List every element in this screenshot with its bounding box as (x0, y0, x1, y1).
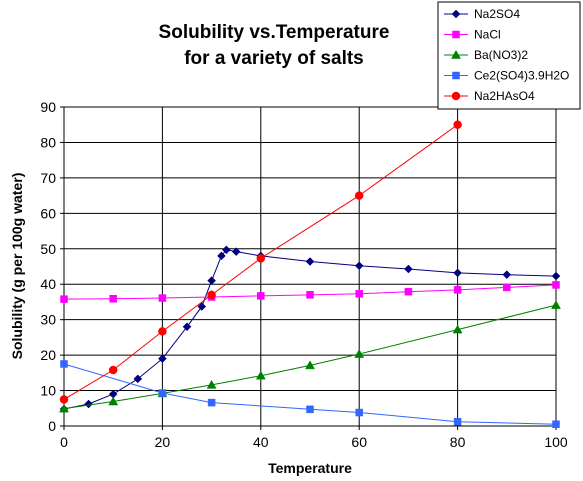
data-point (59, 403, 69, 413)
legend-marker (451, 91, 461, 101)
chart-title-line-2: for a variety of salts (184, 48, 364, 69)
chart-title-line-1: Solubility vs.Temperature (159, 22, 390, 43)
data-point (551, 300, 561, 309)
series-3 (60, 360, 560, 428)
data-point (552, 281, 560, 289)
data-point (354, 261, 364, 271)
tick-labels: 0 10 20 30 40 50 60 70 80 90 0 20 40 60 80 100 (40, 99, 567, 450)
y-tick-label: 80 (40, 134, 56, 150)
data-point (182, 322, 192, 332)
legend-item: Na2SO4 (444, 7, 520, 21)
series-2 (59, 300, 561, 413)
series-line (63, 249, 557, 410)
legend-marker (451, 49, 461, 59)
legend-item: Na2HAsO4 (444, 89, 535, 103)
y-axis-title: Solubility (g per 100g water) (9, 173, 25, 360)
legend-item: NaCl (444, 28, 501, 42)
y-tick-label: 30 (40, 312, 56, 328)
series-1 (60, 281, 560, 303)
data-point (207, 398, 216, 407)
data-point (158, 294, 167, 302)
series-group (59, 120, 561, 428)
data-point (108, 365, 118, 375)
data-point (109, 295, 117, 303)
data-point (197, 302, 207, 311)
data-point (453, 120, 462, 129)
data-point (231, 247, 241, 256)
legend-label: Ce2(SO4)3.9H2O (474, 69, 569, 83)
y-tick-label: 60 (40, 205, 56, 221)
data-point (354, 349, 365, 358)
data-point (257, 292, 265, 300)
y-tick-label: 50 (40, 241, 56, 257)
data-point (355, 290, 363, 298)
y-tick-label: 10 (40, 383, 56, 399)
data-point (255, 370, 266, 380)
data-point (306, 291, 314, 299)
legend-marker (452, 30, 460, 39)
data-point (404, 287, 413, 296)
data-point (108, 396, 119, 406)
data-point (158, 389, 167, 397)
axes (60, 106, 557, 430)
x-tick-label: 20 (155, 434, 171, 450)
data-point (453, 268, 462, 278)
legend-label: Na2HAsO4 (474, 89, 535, 103)
data-point (305, 257, 315, 266)
data-point (207, 276, 216, 286)
data-point (256, 254, 266, 263)
data-point (158, 327, 167, 336)
data-point (552, 420, 560, 428)
data-point (158, 354, 167, 364)
y-tick-label: 40 (40, 276, 56, 292)
legend-label: Ba(NO3)2 (474, 48, 528, 62)
data-point (452, 324, 463, 334)
legend-label: NaCl (474, 28, 501, 42)
data-point (60, 360, 68, 368)
legend-item: Ce2(SO4)3.9H2O (444, 69, 569, 83)
x-axis-title: Temperature (268, 460, 352, 476)
data-point (551, 271, 561, 281)
data-point (305, 360, 315, 370)
data-point (60, 295, 68, 303)
x-tick-label: 80 (450, 434, 466, 450)
y-tick-label: 0 (48, 418, 56, 434)
x-tick-label: 60 (351, 434, 367, 450)
series-4 (59, 120, 462, 404)
data-point (133, 374, 143, 384)
x-tick-label: 100 (544, 434, 568, 450)
data-point (453, 417, 462, 426)
data-point (503, 283, 511, 292)
y-tick-label: 90 (40, 99, 56, 115)
plot-frame (63, 106, 557, 427)
legend-marker (452, 71, 460, 80)
data-point (502, 270, 512, 280)
data-point (84, 399, 93, 409)
y-tick-label: 70 (40, 170, 56, 186)
y-tick-label: 20 (40, 347, 56, 363)
x-tick-label: 40 (253, 434, 269, 450)
legend-box (437, 1, 581, 110)
legend: Na2SO4 NaCl Ba(NO3)2 Ce2(SO4)3.9H2O Na2HAsO4 (437, 1, 581, 110)
data-point (354, 191, 364, 200)
data-point (404, 264, 413, 274)
plot-background (64, 107, 556, 426)
data-point (306, 405, 314, 414)
legend-label: Na2SO4 (474, 7, 520, 21)
legend-item: Ba(NO3)2 (444, 48, 528, 62)
legend-marker (451, 9, 461, 19)
data-point (355, 408, 363, 417)
x-tick-label: 0 (60, 434, 68, 450)
data-point (206, 379, 217, 389)
data-point (59, 395, 69, 404)
data-point (217, 251, 226, 261)
data-point (453, 286, 462, 294)
data-point (222, 245, 231, 255)
plot-area (64, 107, 556, 426)
data-point (207, 290, 216, 300)
